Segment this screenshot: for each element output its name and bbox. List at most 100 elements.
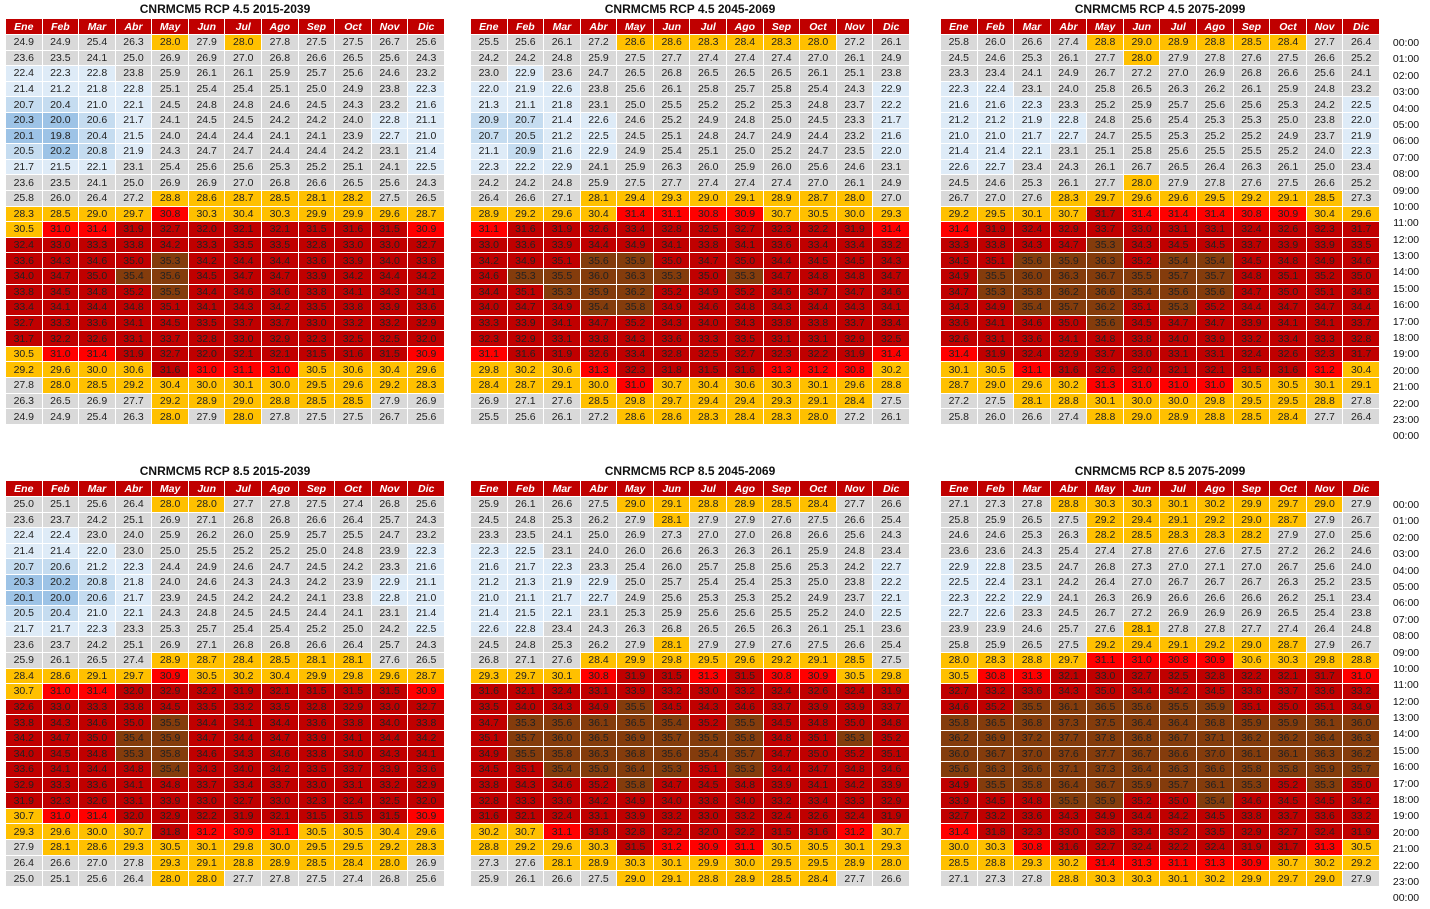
hour-label: 19:00 [1392,810,1420,823]
heatmap-cell: 31.6 [799,823,837,841]
heatmap-cell: 27.9 [187,34,226,51]
heatmap-cell: 35.6 [652,745,691,763]
heatmap-row: 28.0 28.3 28.8 29.7 31.1 31.0 30.8 30.9 30.6 30.3… [940,651,1380,669]
heatmap-cell: 33.9 [799,698,837,716]
heatmap-cell: 36.6 [1159,745,1198,763]
heatmap-cell: 31.1 [543,823,581,841]
heatmap-cell: 31.4 [78,345,116,363]
heatmap-cell: 30.1 [224,377,263,394]
heatmap-cell: 36.7 [1086,776,1124,794]
heatmap-cell: 36.9 [976,729,1015,747]
heatmap-cell: 26.7 [370,408,409,425]
heatmap-cell: 25.7 [297,65,336,82]
heatmap-cell: 32.4 [762,683,801,700]
hour-label: 03:00 [1392,86,1420,99]
heatmap-cell: 33.3 [940,236,978,254]
heatmap-cell: 30.1 [1013,205,1051,223]
heatmap-cell: 25.6 [1122,111,1161,129]
heatmap-cell: 35.0 [726,252,764,269]
heatmap-cell: 35.5 [1159,698,1198,716]
heatmap-cell: 33.1 [1196,221,1234,238]
heatmap-cell: 32.4 [5,236,43,254]
heatmap-cell: 33.6 [407,299,445,316]
heatmap-cell: 27.8 [1122,542,1161,560]
heatmap-cell: 35.1 [1122,299,1161,316]
hour-label: 08:00 [1392,168,1420,181]
heatmap-cell: 26.5 [762,65,801,82]
heatmap-cell: 22.3 [1342,143,1380,160]
heatmap-cell: 32.1 [506,807,545,825]
heatmap-cell: 28.0 [151,34,189,51]
heatmap-cell: 31.3 [1086,377,1124,394]
heatmap-cell: 29.6 [334,377,372,394]
heatmap-cell: 22.4 [5,527,43,544]
heatmap-cell: 29.6 [407,823,445,841]
heatmap-cell: 28.3 [762,408,801,425]
heatmap-cell: 28.0 [370,854,409,872]
heatmap-cell: 30.5 [334,823,372,841]
heatmap-cell: 24.5 [187,111,226,129]
heatmap-row: 34.9 35.5 35.8 36.4 36.7 35.9 35.7 36.1 35.3 35.2… [940,776,1380,794]
heatmap-cell: 23.0 [114,542,153,560]
heatmap-cell: 26.2 [1196,80,1234,98]
heatmap-cell: 24.6 [976,174,1015,191]
heatmap-cell: 22.8 [370,111,409,129]
heatmap-cell: 27.0 [224,174,263,191]
heatmap-cell: 35.3 [1159,299,1198,316]
heatmap-cell: 25.3 [616,605,654,622]
heatmap-cell: 28.3 [1049,189,1088,207]
heatmap-cell: 33.1 [799,330,837,347]
heatmap-cell: 23.3 [579,558,618,575]
heatmap-row: 33.0 33.6 33.9 34.4 34.9 34.1 33.8 34.1 33.6 33.4… [470,236,910,254]
heatmap-cell: 32.5 [1159,667,1198,685]
heatmap-cell: 28.5 [297,854,336,872]
heatmap-cell: 35.0 [1342,776,1380,794]
heatmap-cell: 34.5 [1232,252,1271,269]
heatmap-cell: 31.1 [652,205,691,223]
heatmap-cell: 31.6 [1049,839,1088,856]
heatmap-cell: 24.9 [616,589,654,607]
heatmap-cell: 27.8 [261,34,299,51]
heatmap-row: 21.3 21.1 21.8 23.1 25.0 25.5 25.2 25.2 25.3 24.8… [470,96,910,113]
heatmap-cell: 27.8 [1196,49,1234,67]
heatmap-cell: 33.8 [297,745,336,763]
heatmap-cell: 21.6 [407,96,445,113]
heatmap-cell: 30.3 [1122,496,1161,513]
heatmap-cell: 29.1 [1159,636,1198,653]
heatmap-cell: 24.8 [1342,620,1380,638]
heatmap-cell: 29.7 [114,667,153,685]
heatmap-cell: 26.4 [114,496,153,513]
heatmap-cell: 26.1 [506,496,545,513]
heatmap-cell: 32.7 [5,314,43,332]
heatmap-cell: 34.5 [41,283,80,301]
heatmap-cell: 28.9 [470,205,508,223]
heatmap-cell: 35.8 [1013,283,1051,301]
heatmap-cell: 35.5 [543,267,581,285]
heatmap-cell: 28.7 [187,651,226,669]
heatmap-cell: 29.8 [652,651,691,669]
heatmap-row: 32.4 33.0 33.3 33.8 34.2 33.3 33.5 33.5 32.8 33.0… [5,236,445,254]
heatmap-cell: 23.4 [872,542,910,560]
month-header: Mar [543,480,581,497]
heatmap-cell: 21.9 [506,80,545,98]
heatmap-cell: 26.5 [1013,636,1051,653]
heatmap-cell: 31.9 [616,667,654,685]
heatmap-cell: 21.6 [407,558,445,575]
heatmap-cell: 30.4 [1342,361,1380,379]
heatmap-cell: 34.8 [799,714,837,731]
heatmap-cell: 27.7 [224,496,263,513]
heatmap-row: 25.9 26.1 26.5 27.4 28.9 28.7 28.4 28.5 28.1 28.1… [5,651,445,669]
heatmap-cell: 25.4 [1305,605,1344,622]
heatmap-cell: 33.3 [835,792,874,809]
heatmap-cell: 28.8 [1086,408,1124,425]
heatmap-cell: 34.3 [616,330,654,347]
heatmap-cell: 34.6 [1232,792,1271,809]
heatmap-cell: 21.7 [114,111,153,129]
heatmap-cell: 27.6 [1159,542,1198,560]
heatmap-cell: 24.2 [470,174,508,191]
heatmap-panel: CNRMCM5 RCP 8.5 2015-2039 Ene Feb Mar Abr Ma… [5,463,445,887]
heatmap-cell: 20.4 [41,605,80,622]
heatmap-cell: 25.2 [224,542,263,560]
heatmap-cell: 27.6 [543,392,581,410]
hour-axis: 00:00 01:00 02:00 03:00 04:00 05:00 06:00 07:00… [1385,497,1427,907]
